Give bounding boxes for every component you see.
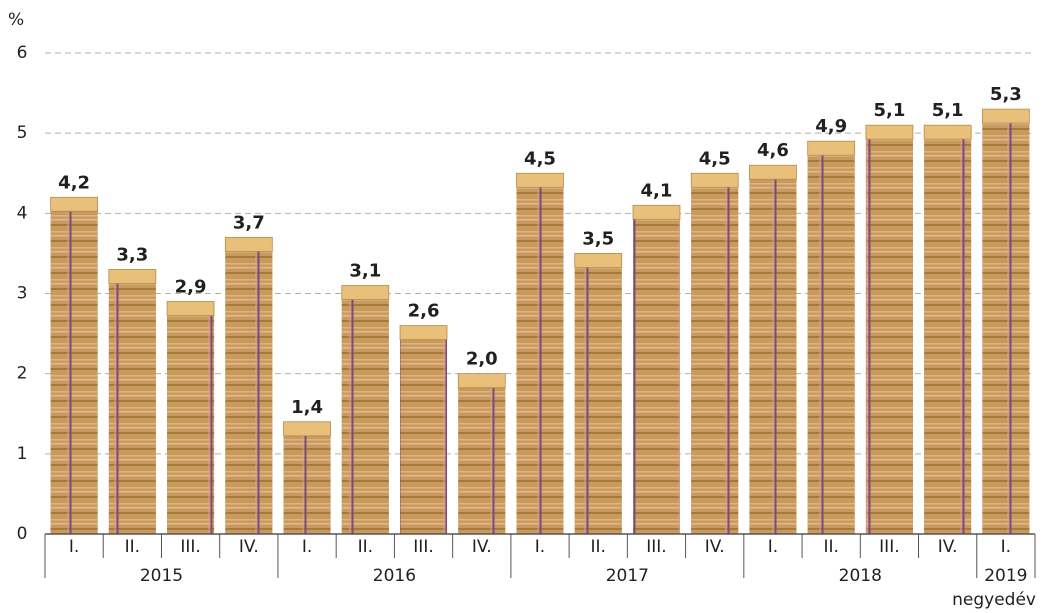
value-label: 5,3 [990, 84, 1022, 105]
bar-top [574, 253, 623, 268]
bar-texture [50, 197, 98, 535]
bar-texture [108, 269, 156, 534]
bar-texture [225, 237, 273, 534]
bar-top [283, 421, 331, 437]
x-tick-label: I. [1001, 537, 1011, 557]
x-tick-label: I. [535, 537, 545, 557]
x-tick-label: II. [823, 537, 838, 557]
bar-top [50, 196, 99, 212]
bar-top [865, 124, 914, 140]
value-label: 3,7 [233, 212, 265, 233]
value-label: 2,0 [466, 349, 498, 370]
group-label: 2016 [373, 566, 416, 586]
group-label: 2019 [984, 566, 1027, 586]
bar-texture [924, 125, 972, 535]
bar-top [749, 164, 797, 180]
y-tick-label: 2 [17, 364, 28, 384]
value-label: 5,1 [932, 100, 964, 121]
bar-top [457, 373, 506, 389]
y-tick-label: 6 [17, 43, 28, 63]
bar-texture [167, 301, 215, 534]
value-label: 4,6 [757, 140, 789, 161]
value-label: 4,2 [58, 172, 90, 193]
x-tick-label: III. [180, 537, 200, 557]
value-label: 2,6 [408, 301, 440, 322]
bar-texture [283, 421, 331, 534]
value-label: 3,3 [116, 244, 148, 265]
x-tick-label: III. [646, 537, 666, 557]
x-tick-label: IV. [239, 537, 259, 557]
value-label: 4,5 [524, 148, 556, 169]
y-tick-label: 0 [17, 524, 28, 544]
bar-top [923, 124, 972, 140]
y-tick-label: 5 [17, 123, 28, 143]
value-label: 3,1 [349, 260, 381, 281]
bar-texture [632, 205, 680, 535]
bar-top [399, 325, 448, 340]
x-tick-label: I. [768, 537, 778, 557]
value-label: 1,4 [291, 397, 323, 418]
bar-texture [574, 253, 622, 534]
group-label: 2018 [839, 566, 882, 586]
x-tick-label: I. [69, 537, 79, 557]
bar-texture [458, 373, 506, 534]
bar-top [981, 108, 1030, 124]
bar-top [632, 204, 681, 220]
bar-top [807, 140, 856, 156]
bar-texture [749, 165, 797, 534]
bar-texture [516, 173, 564, 534]
value-label: 2,9 [175, 277, 207, 298]
bar-texture [982, 109, 1030, 534]
x-tick-label: II. [125, 537, 140, 557]
x-axis-label: negyedév [952, 590, 1036, 610]
x-tick-label: II. [358, 537, 373, 557]
x-tick-label: III. [879, 537, 899, 557]
x-tick-label: II. [591, 537, 606, 557]
bar-top [341, 285, 390, 300]
group-label: 2017 [606, 566, 649, 586]
bar-texture [400, 325, 448, 534]
x-tick-label: I. [302, 537, 312, 557]
bar-top [108, 269, 157, 284]
x-tick-label: IV. [472, 537, 492, 557]
value-label: 5,1 [873, 100, 905, 121]
value-label: 3,5 [582, 228, 614, 249]
bar-texture [341, 285, 389, 534]
bar-texture [691, 173, 739, 534]
bar-texture [807, 141, 855, 534]
y-axis-label: % [8, 10, 24, 30]
bar-texture [865, 125, 913, 535]
y-tick-label: 3 [17, 284, 28, 304]
value-label: 4,9 [815, 116, 847, 137]
y-tick-label: 4 [17, 203, 28, 223]
bar-top [224, 236, 273, 252]
x-tick-label: IV. [938, 537, 958, 557]
y-tick-label: 1 [17, 444, 28, 464]
bar-top [166, 301, 215, 316]
value-label: 4,5 [699, 148, 731, 169]
group-label: 2015 [140, 566, 183, 586]
x-tick-label: IV. [705, 537, 725, 557]
x-tick-label: III. [413, 537, 433, 557]
bar-top [516, 172, 564, 188]
bar-top [690, 172, 739, 188]
value-label: 4,1 [641, 180, 673, 201]
